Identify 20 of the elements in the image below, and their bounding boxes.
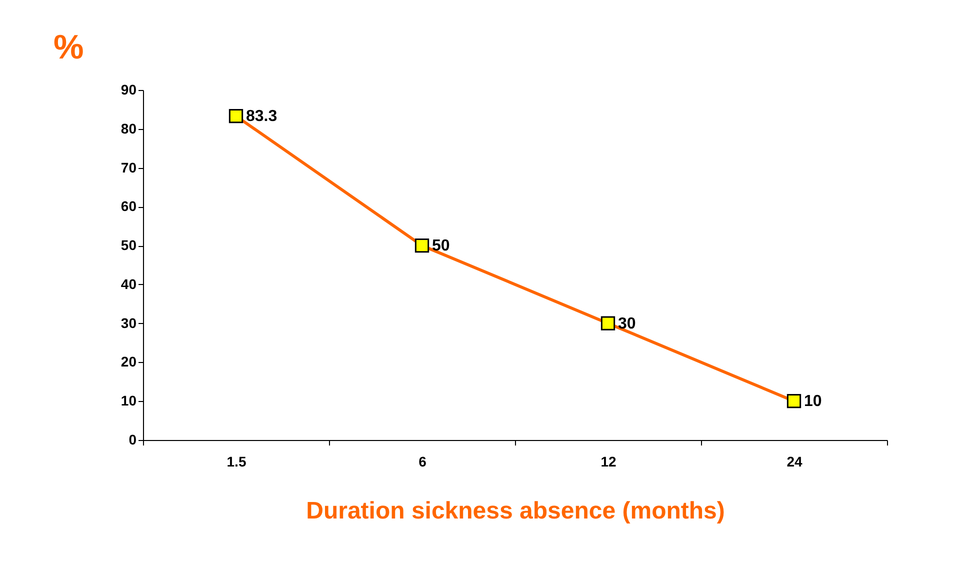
y-tick-label: 50 xyxy=(120,237,137,254)
data-label: 10 xyxy=(804,393,822,410)
y-tick-label: 70 xyxy=(120,159,137,176)
x-axis-title: Duration sickness absence (months) xyxy=(306,498,725,524)
y-tick-label: 90 xyxy=(120,82,137,98)
y-tick-label: 10 xyxy=(120,392,137,409)
y-tick-label: 30 xyxy=(120,314,137,331)
y-axis-title: % xyxy=(54,28,84,66)
y-tick-label: 80 xyxy=(120,120,137,136)
data-label: 30 xyxy=(618,315,636,332)
data-label: 50 xyxy=(432,238,450,255)
y-tick-label: 20 xyxy=(120,354,137,370)
x-tick-label: 6 xyxy=(418,454,427,470)
data-label: 83.3 xyxy=(246,108,278,126)
x-tick-label: 1.5 xyxy=(226,454,246,470)
x-tick-label: 24 xyxy=(786,454,802,470)
y-tick-label: 0 xyxy=(128,432,137,448)
y-tick-label: 40 xyxy=(120,276,137,292)
y-tick-label: 60 xyxy=(120,198,137,214)
x-tick-label: 12 xyxy=(600,454,616,470)
